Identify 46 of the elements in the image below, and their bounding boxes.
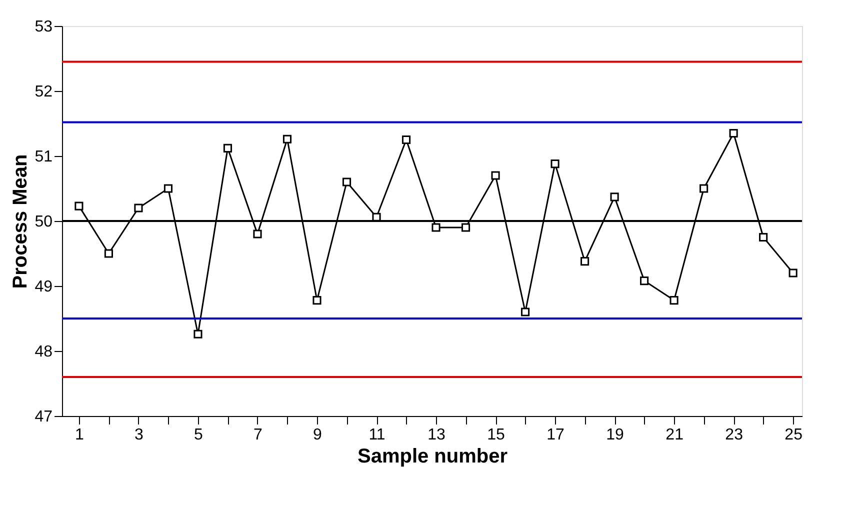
point — [104, 249, 113, 258]
x-tick-label: 13 — [428, 426, 446, 444]
point — [640, 276, 649, 286]
point — [788, 268, 798, 278]
point — [164, 184, 173, 193]
y-axis-title: Process Mean — [10, 154, 32, 289]
x-axis-title: Sample number — [357, 446, 508, 468]
point — [342, 178, 352, 186]
x-tick-label: 25 — [784, 426, 803, 444]
y-tick-label: 47 — [34, 408, 53, 426]
x-tick-label: 17 — [546, 426, 565, 444]
y-tick-label: 53 — [34, 18, 53, 36]
point — [491, 171, 500, 180]
y-tick-label: 48 — [34, 344, 53, 360]
x-tick-label: 7 — [254, 426, 263, 444]
y-tick-label: 52 — [34, 84, 53, 100]
point — [580, 257, 590, 266]
point — [74, 202, 84, 210]
x-tick-label: 3 — [134, 426, 144, 444]
point — [759, 232, 768, 242]
point — [700, 184, 708, 193]
point — [223, 144, 232, 152]
point — [282, 134, 292, 144]
point — [670, 296, 678, 305]
y-tick-label: 50 — [34, 214, 53, 230]
x-tick-label: 19 — [606, 426, 624, 444]
x-tick-label: 5 — [194, 426, 204, 444]
x-tick-label: 15 — [487, 426, 506, 444]
point — [194, 330, 202, 338]
point — [550, 160, 560, 168]
x-tick-label: 11 — [368, 426, 386, 444]
point — [253, 230, 262, 238]
point — [520, 308, 530, 316]
point — [461, 223, 470, 232]
x-tick-label: 21 — [666, 426, 684, 444]
point — [312, 296, 322, 305]
point — [729, 128, 738, 138]
x-tick-label: 23 — [725, 426, 744, 444]
point — [432, 223, 440, 232]
x-tick-label: 9 — [313, 426, 322, 444]
point — [610, 192, 619, 202]
x-tick-label: 1 — [75, 426, 84, 444]
point — [134, 204, 143, 212]
y-tick-label: 51 — [34, 148, 53, 166]
y-tick-label: 49 — [34, 278, 53, 296]
point — [402, 135, 411, 144]
